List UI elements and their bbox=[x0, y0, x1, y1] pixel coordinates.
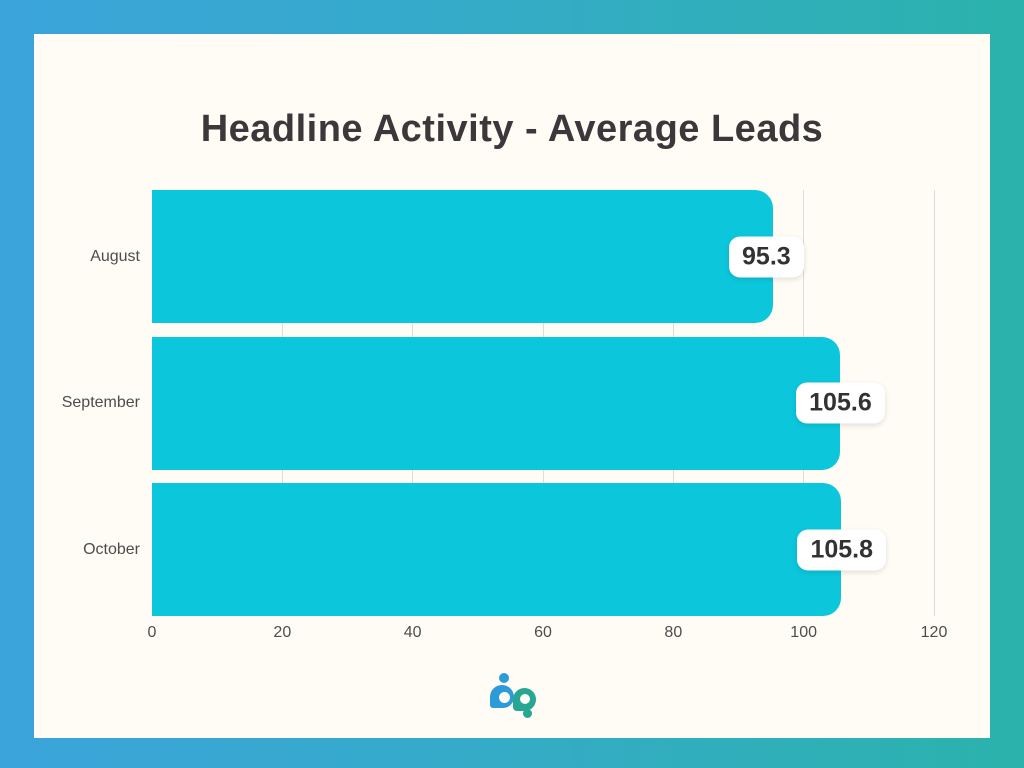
value-badge-august: 95.3 bbox=[729, 236, 804, 277]
bar-october bbox=[152, 483, 842, 616]
bar-chart-plot-area: August 95.3 September 105.6 October 105.8 0 20 4… bbox=[62, 190, 947, 641]
x-tick-label-40: 40 bbox=[403, 624, 422, 641]
bar-august bbox=[152, 190, 774, 323]
x-tick-label-100: 100 bbox=[790, 624, 818, 641]
bp-logo-teal-dot-icon bbox=[523, 709, 532, 718]
bp-logo-b-icon bbox=[490, 685, 514, 708]
bp-logo-b-hole bbox=[499, 692, 510, 703]
x-tick-label-0: 0 bbox=[147, 624, 157, 641]
bp-logo-p-hole bbox=[520, 694, 530, 704]
value-badge-october: 105.8 bbox=[797, 529, 887, 570]
chart-card: Headline Activity - Average Leads August… bbox=[34, 34, 990, 738]
bp-logo bbox=[488, 672, 536, 718]
bar-row-august: August 95.3 bbox=[90, 190, 934, 323]
x-tick-label-20: 20 bbox=[273, 624, 292, 641]
gridline-x-120 bbox=[933, 190, 935, 616]
x-tick-label-120: 120 bbox=[920, 624, 948, 641]
chart-title: Headline Activity - Average Leads bbox=[200, 108, 824, 150]
bp-logo-p-icon bbox=[513, 688, 536, 711]
x-tick-label-60: 60 bbox=[534, 624, 552, 641]
category-label-september: September bbox=[61, 394, 140, 411]
bp-logo-blue-dot-icon bbox=[499, 673, 509, 683]
category-label-august: August bbox=[90, 247, 140, 265]
bar-row-october: October 105.8 bbox=[83, 483, 934, 616]
value-badge-september: 105.6 bbox=[796, 382, 885, 424]
category-label-october: October bbox=[83, 540, 140, 558]
bar-september bbox=[152, 336, 841, 470]
bar-row-september: September 105.6 bbox=[62, 336, 934, 470]
x-tick-label-80: 80 bbox=[664, 624, 683, 641]
